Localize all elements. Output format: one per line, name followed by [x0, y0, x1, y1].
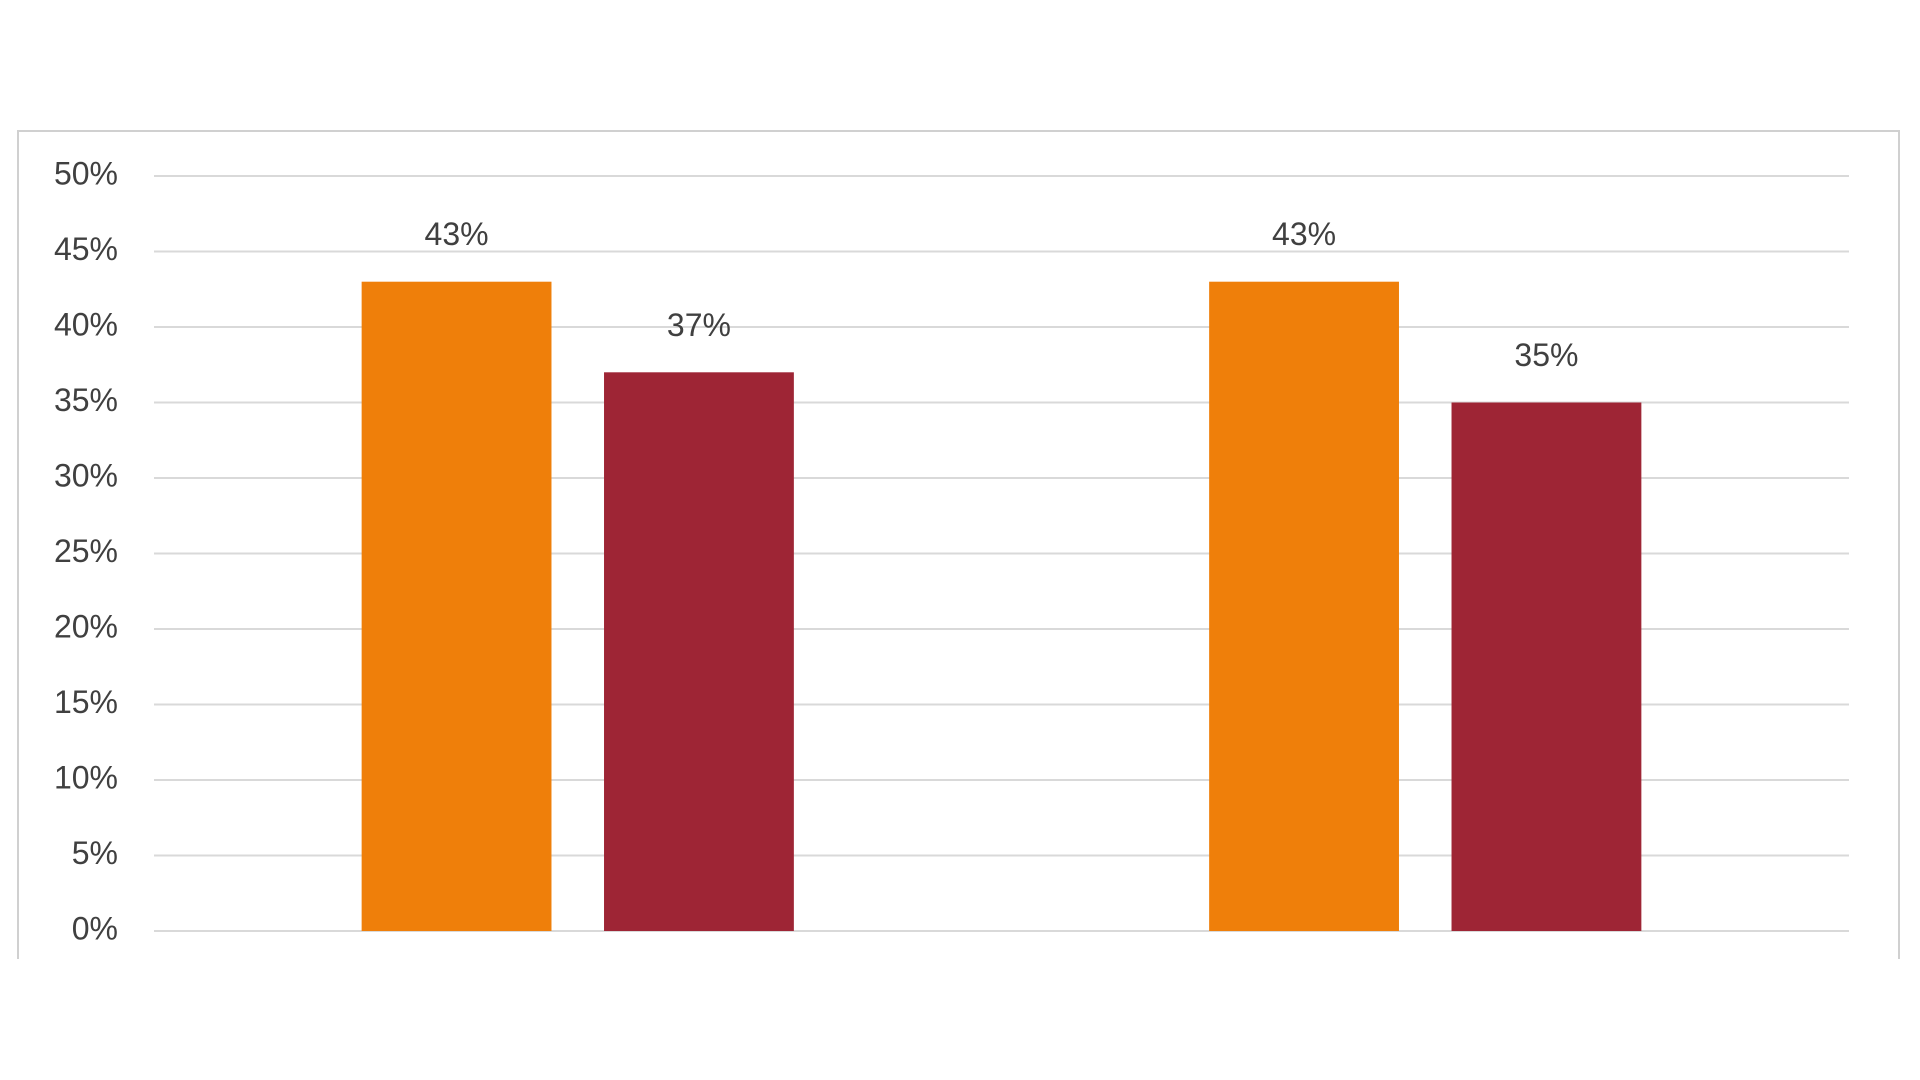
y-tick-label: 15% [54, 684, 118, 720]
data-label: 43% [425, 216, 489, 252]
y-tick-label: 0% [72, 910, 118, 946]
y-tick-label: 35% [54, 382, 118, 418]
bar [1451, 402, 1642, 931]
y-tick-label: 40% [54, 306, 118, 342]
chart-border [17, 130, 1900, 959]
bar [361, 281, 552, 931]
data-label: 35% [1514, 337, 1578, 373]
y-tick-label: 45% [54, 231, 118, 267]
data-label: 37% [667, 307, 731, 343]
y-tick-label: 30% [54, 457, 118, 493]
bar [604, 372, 794, 931]
y-tick-label: 10% [54, 759, 118, 795]
y-tick-label: 50% [54, 155, 118, 191]
y-tick-label: 5% [72, 835, 118, 871]
data-label: 43% [1272, 216, 1336, 252]
y-tick-label: 25% [54, 533, 118, 569]
y-tick-label: 20% [54, 608, 118, 644]
bar [1209, 281, 1399, 931]
